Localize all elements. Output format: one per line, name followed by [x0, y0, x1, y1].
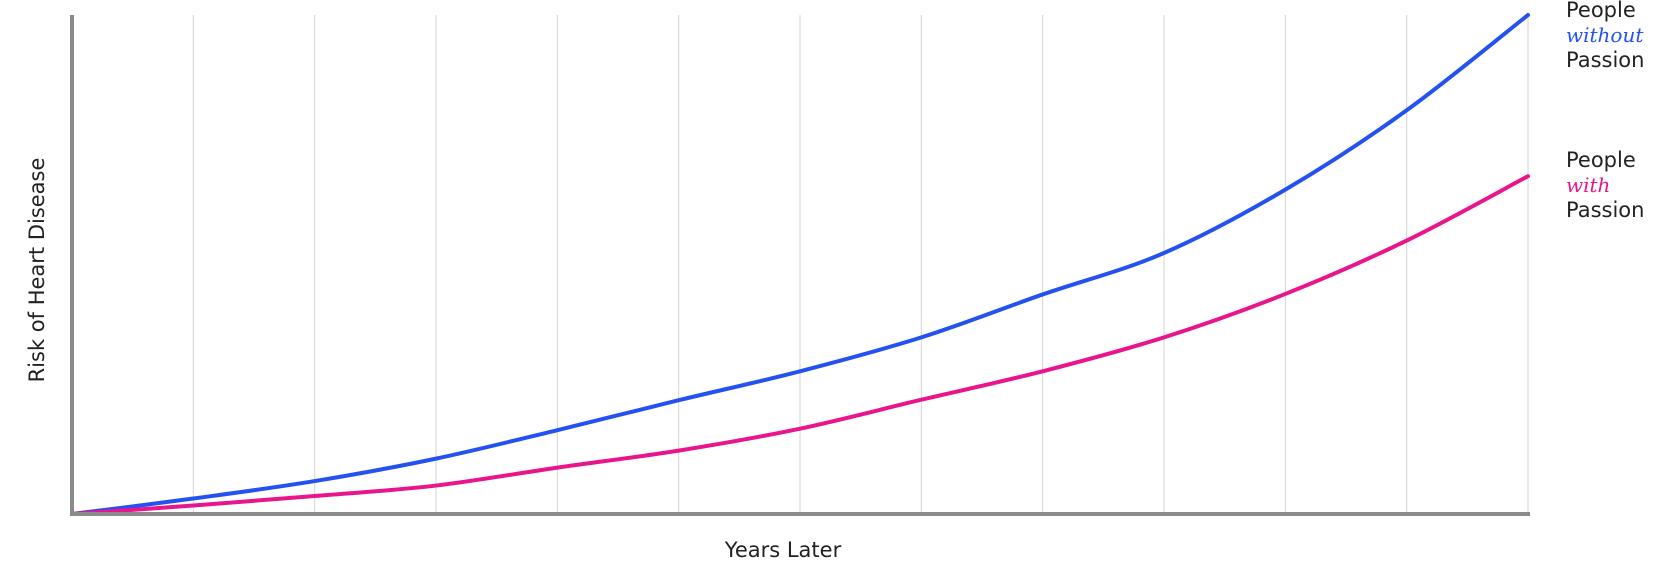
series-line-with-passion — [70, 174, 1530, 516]
legend-line1: People — [1566, 0, 1636, 22]
series-lines — [70, 13, 1530, 516]
legend-qualifier-without: without — [1566, 23, 1644, 47]
series-line-without-passion — [70, 13, 1530, 516]
y-axis-title: Risk of Heart Disease — [25, 158, 49, 383]
legend-qualifier-with: with — [1566, 173, 1611, 197]
legend-line2: Passion — [1566, 48, 1645, 72]
legend-line2: Passion — [1566, 198, 1645, 222]
vertical-gridlines — [192, 15, 1529, 514]
legend-series-without-passion: People without Passion — [1566, 0, 1656, 73]
legend-line1: People — [1566, 148, 1636, 172]
x-axis-title: Years Later — [724, 538, 842, 562]
legend-series-with-passion: People with Passion — [1566, 148, 1656, 223]
